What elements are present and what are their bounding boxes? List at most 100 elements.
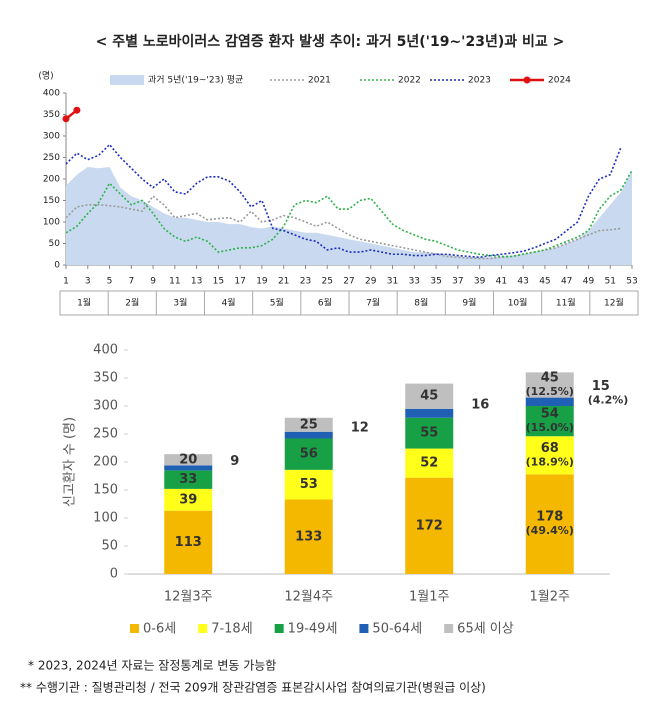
legend-swatch <box>198 624 208 633</box>
x-tick-label: 29 <box>365 277 377 287</box>
share-label: (4.2%) <box>588 394 629 407</box>
legend-label: 2021 <box>308 76 331 86</box>
x-tick-label: 1 <box>63 277 69 287</box>
bar-segment <box>164 465 213 471</box>
legend-label: 65세 이상 <box>457 622 514 637</box>
bar-segment <box>284 417 333 432</box>
x-tick-label: 15 <box>213 277 224 287</box>
bar-segment <box>525 474 574 574</box>
bar-segment <box>284 499 333 574</box>
data-label: 56 <box>300 447 318 462</box>
x-tick-label: 35 <box>430 277 441 287</box>
x-tick-label: 1월1주 <box>409 590 450 605</box>
y-tick-label: 150 <box>93 483 118 498</box>
line <box>65 195 622 260</box>
data-label: 53 <box>300 477 318 492</box>
x-tick-label: 37 <box>452 277 463 287</box>
data-label: 52 <box>420 456 438 471</box>
x-tick-label: 3 <box>85 277 91 287</box>
x-tick-label: 12월4주 <box>284 590 333 605</box>
legend-label: 2022 <box>398 76 421 86</box>
data-label: 54 <box>541 407 559 422</box>
share-label: (49.4%) <box>526 524 574 537</box>
month-label: 4월 <box>222 297 236 309</box>
x-tick-label: 33 <box>409 277 420 287</box>
footnote: * 2023, 2024년 자료는 잠정통계로 변동 가능함 <box>28 659 276 673</box>
legend-label: 7-18세 <box>211 622 252 637</box>
x-tick-label: 51 <box>605 277 616 287</box>
bar-segment <box>405 408 454 418</box>
bar-segment <box>405 448 454 478</box>
x-tick-label: 7 <box>128 277 134 287</box>
bar-segment <box>525 436 574 475</box>
x-tick-label: 9 <box>150 277 156 287</box>
data-label: 133 <box>295 529 322 544</box>
y-tick-label: 50 <box>49 239 61 249</box>
x-tick-label: 41 <box>496 277 507 287</box>
bar-segment <box>405 477 454 574</box>
data-label: 55 <box>420 426 438 441</box>
data-label: 45 <box>420 389 438 404</box>
data-label: 25 <box>300 417 318 432</box>
bar-segment <box>405 417 454 449</box>
legend-label: 과거 5년('19~'23) 평균 <box>148 75 243 86</box>
y-tick-label: 0 <box>54 261 60 271</box>
point <box>62 115 70 123</box>
data-label: 39 <box>179 492 197 507</box>
y-tick-label: 100 <box>93 511 118 526</box>
bar-segment <box>525 397 574 406</box>
data-label: 15 <box>592 379 610 394</box>
month-label: 9월 <box>462 297 476 309</box>
y-tick-label: 0 <box>110 567 118 582</box>
month-label: 6월 <box>318 297 332 309</box>
x-tick-label: 21 <box>278 277 289 287</box>
bar-segment <box>405 383 454 409</box>
x-tick-label: 13 <box>191 277 202 287</box>
share-label: (18.9%) <box>526 455 574 468</box>
bar-segment <box>284 438 333 470</box>
month-label: 1월 <box>77 297 91 309</box>
legend-swatch <box>359 624 369 633</box>
x-tick-label: 53 <box>626 277 637 287</box>
month-label: 2월 <box>125 297 139 309</box>
data-label: 45 <box>541 371 559 386</box>
y-tick-label: 250 <box>43 153 60 163</box>
share-label: (15.0%) <box>526 421 574 434</box>
data-label: 20 <box>179 452 197 467</box>
x-tick-label: 5 <box>107 277 113 287</box>
y-tick-label: 50 <box>101 539 118 554</box>
legend-label: 50-64세 <box>372 622 422 637</box>
data-label: 178 <box>536 510 563 525</box>
month-label: 10월 <box>508 297 528 309</box>
footnote: ** 수행기관 : 질병관리청 / 전국 209개 장관감염증 표본감시사업 참… <box>20 680 486 695</box>
data-label: 172 <box>416 518 443 533</box>
x-tick-label: 43 <box>517 277 528 287</box>
x-tick-label: 11 <box>169 277 180 287</box>
x-tick-label: 47 <box>561 277 572 287</box>
y-tick-label: 250 <box>93 427 118 442</box>
share-label: (12.5%) <box>526 385 574 398</box>
y-tick-label: 400 <box>93 343 118 358</box>
data-label: 9 <box>230 454 239 469</box>
y-axis-label: 신고환자 수 (명) <box>63 417 78 507</box>
y-tick-label: 300 <box>43 132 60 142</box>
legend-swatch <box>274 624 284 633</box>
data-label: 12 <box>351 420 369 435</box>
legend-label: 0-6세 <box>143 622 176 637</box>
y-tick-label: 200 <box>43 175 60 185</box>
bar-segment <box>284 469 333 500</box>
y-tick-label: 100 <box>43 218 60 228</box>
bar-segment <box>164 470 213 489</box>
y-tick-label: 150 <box>43 196 60 206</box>
bar-segment <box>284 431 333 439</box>
bar-segment <box>164 454 213 466</box>
month-label: 5월 <box>270 297 284 309</box>
month-label: 3월 <box>173 297 187 309</box>
x-tick-label: 19 <box>256 277 268 287</box>
legend-label: 2023 <box>468 76 491 86</box>
page-title: < 주별 노로바이러스 감염증 환자 발생 추이: 과거 5년('19~'23년… <box>96 33 565 50</box>
x-tick-label: 25 <box>322 277 333 287</box>
legend-swatch <box>130 624 139 633</box>
x-tick-label: 39 <box>474 277 486 287</box>
legend-label: 19-49세 <box>288 622 338 637</box>
